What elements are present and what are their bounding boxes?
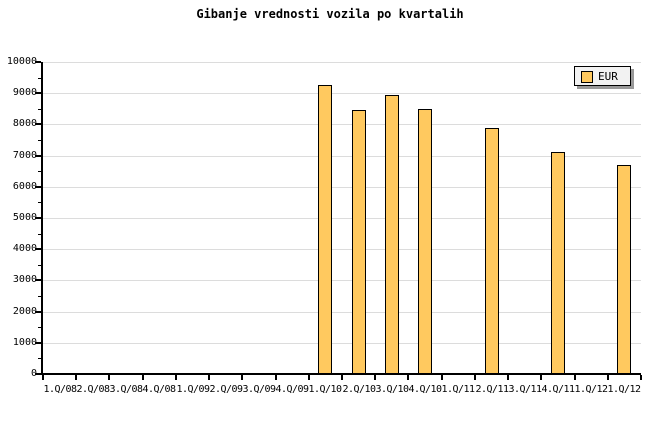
x-axis-tick	[142, 375, 144, 380]
bar	[318, 85, 332, 374]
x-axis-tick	[341, 375, 343, 380]
gridline	[43, 187, 641, 188]
y-axis-minor-tick	[38, 358, 42, 359]
bar	[551, 152, 565, 374]
x-axis-tick	[241, 375, 243, 380]
x-axis-label: 4.Q/10	[408, 384, 442, 395]
chart-title: Gibanje vrednosti vozila po kvartalih	[196, 7, 464, 21]
x-axis-label: 2.Q/08	[76, 384, 110, 395]
x-axis-line	[41, 373, 641, 375]
y-axis-tick	[35, 92, 41, 94]
x-axis-label: 1.Q/12	[574, 384, 608, 395]
x-axis-tick	[374, 375, 376, 380]
x-axis-tick	[308, 375, 310, 380]
y-axis-tick	[35, 373, 41, 375]
gridline	[43, 343, 641, 344]
x-axis-tick	[574, 375, 576, 380]
y-axis-tick	[35, 217, 41, 219]
x-axis-tick	[275, 375, 277, 380]
y-axis-label: 4000	[12, 243, 37, 254]
x-axis-label: 1.Q/08	[43, 384, 77, 395]
x-axis-label: 1.Q/11	[441, 384, 475, 395]
y-axis-label: 3000	[12, 274, 37, 285]
x-axis-tick	[407, 375, 409, 380]
x-axis-label: 3.Q/11	[508, 384, 542, 395]
bar	[617, 165, 631, 374]
y-axis-minor-tick	[38, 327, 42, 328]
gridline	[43, 218, 641, 219]
y-axis-tick	[35, 342, 41, 344]
bar	[352, 110, 366, 374]
x-axis-label: 2.Q/09	[209, 384, 243, 395]
y-axis-line	[41, 62, 43, 374]
x-axis-tick	[640, 375, 642, 380]
x-axis-label: 2.Q/10	[342, 384, 376, 395]
x-axis-tick	[175, 375, 177, 380]
gridline	[43, 93, 641, 94]
bar	[385, 95, 399, 374]
y-axis-label: 6000	[12, 181, 37, 192]
y-axis-label: 9000	[12, 87, 37, 98]
x-axis-tick	[607, 375, 609, 380]
y-axis-minor-tick	[38, 296, 42, 297]
x-axis-label: 4.Q/09	[275, 384, 309, 395]
y-axis-label: 5000	[12, 212, 37, 223]
y-axis-minor-tick	[38, 109, 42, 110]
gridline	[43, 62, 641, 63]
x-axis-tick	[75, 375, 77, 380]
y-axis-minor-tick	[38, 140, 42, 141]
x-axis-label: 4.Q/08	[142, 384, 176, 395]
gridline	[43, 249, 641, 250]
gridline	[43, 124, 641, 125]
y-axis-label: 1000	[12, 337, 37, 348]
x-axis-label: 1.Q/12	[607, 384, 641, 395]
legend-label: EUR	[598, 70, 618, 83]
y-axis-minor-tick	[38, 171, 42, 172]
y-axis-minor-tick	[38, 78, 42, 79]
y-axis-tick	[35, 61, 41, 63]
y-axis-tick	[35, 155, 41, 157]
y-axis-label: 10000	[6, 56, 37, 67]
y-axis-label: 8000	[12, 118, 37, 129]
y-axis-tick	[35, 186, 41, 188]
bar	[418, 109, 432, 374]
y-axis-minor-tick	[38, 234, 42, 235]
x-axis-tick	[507, 375, 509, 380]
x-axis-tick	[540, 375, 542, 380]
y-axis-tick	[35, 123, 41, 125]
x-axis-tick	[441, 375, 443, 380]
x-axis-label: 3.Q/09	[242, 384, 276, 395]
x-axis-tick	[474, 375, 476, 380]
legend-swatch-eur	[581, 71, 593, 83]
y-axis-label: 0	[30, 368, 37, 379]
y-axis-tick	[35, 311, 41, 313]
y-axis-label: 7000	[12, 150, 37, 161]
y-axis-tick	[35, 279, 41, 281]
bar	[485, 128, 499, 374]
gridline	[43, 312, 641, 313]
x-axis-label: 4.Q/11	[541, 384, 575, 395]
x-axis-tick	[108, 375, 110, 380]
x-axis-tick	[208, 375, 210, 380]
y-axis-tick	[35, 248, 41, 250]
x-axis-label: 1.Q/09	[176, 384, 210, 395]
x-axis-label: 2.Q/11	[475, 384, 509, 395]
x-axis-tick	[42, 375, 44, 380]
gridline	[43, 156, 641, 157]
y-axis-minor-tick	[38, 202, 42, 203]
x-axis-label: 3.Q/08	[109, 384, 143, 395]
y-axis-minor-tick	[38, 265, 42, 266]
legend: EUR	[574, 66, 631, 86]
gridline	[43, 280, 641, 281]
x-axis-label: 1.Q/10	[308, 384, 342, 395]
y-axis-label: 2000	[12, 306, 37, 317]
x-axis-label: 3.Q/10	[375, 384, 409, 395]
